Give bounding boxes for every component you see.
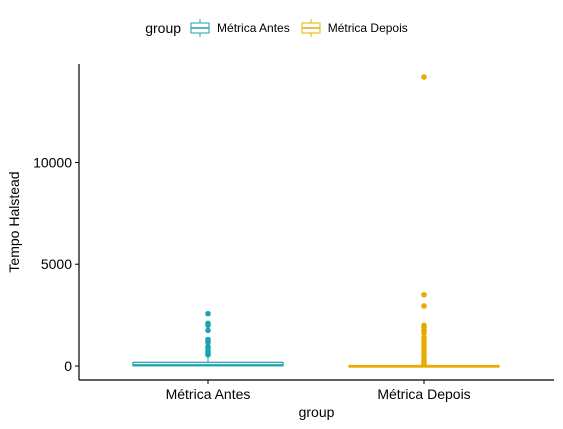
y-tick-label: 0: [64, 358, 72, 374]
y-tick-label: 5000: [41, 256, 72, 272]
outlier-point: [421, 303, 427, 309]
legend-key-antes-icon: [190, 19, 210, 37]
x-axis-ticks: Métrica Antes Métrica Depois: [166, 380, 471, 402]
outlier-point: [205, 310, 211, 317]
outlier-point: [421, 74, 427, 80]
outlier-point: [421, 330, 427, 337]
legend-item-antes: Métrica Antes: [189, 18, 290, 38]
x-tick-label: Métrica Antes: [166, 386, 251, 402]
plot-area: [132, 74, 500, 368]
outlier-point: [205, 322, 211, 329]
outlier-point: [205, 339, 211, 346]
box-group: [348, 74, 500, 368]
legend-title: group: [145, 20, 182, 36]
box-group: [132, 310, 284, 367]
outlier-point: [205, 352, 211, 358]
outlier-point: [205, 327, 211, 334]
y-tick-label: 10000: [33, 154, 72, 170]
legend-label-antes: Métrica Antes: [217, 21, 290, 35]
y-axis-ticks: 0 5000 10000: [33, 154, 79, 374]
legend-key-depois-icon: [301, 19, 321, 37]
outlier-point: [421, 291, 427, 298]
y-axis-title: Tempo Halstead: [6, 171, 22, 272]
outlier-point: [421, 361, 427, 367]
x-axis-title: group: [299, 404, 335, 420]
legend-item-depois: Métrica Depois: [300, 18, 408, 38]
x-tick-label: Métrica Depois: [377, 386, 470, 402]
legend: group Métrica Antes Métrica Depois: [0, 18, 563, 38]
legend-label-depois: Métrica Depois: [327, 21, 408, 35]
